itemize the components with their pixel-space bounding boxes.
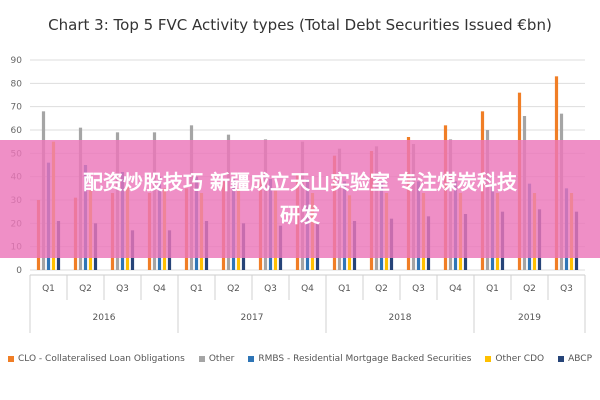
y-tick-label: 0 [16,266,22,276]
watermark-line-2: 研发 [280,203,320,227]
legend-swatch [558,356,565,362]
legend-label: RMBS - Residential Mortgage Backed Secur… [258,354,472,364]
x-tick-label: Q4 [301,284,314,294]
year-label: 2018 [389,313,412,323]
y-tick-label: 60 [11,126,23,136]
legend-item-5: ABCP [558,350,592,368]
y-tick-label: 90 [11,56,23,66]
legend-label: ABCP [568,354,592,364]
x-tick-label: Q4 [153,284,166,294]
x-tick-label: Q1 [42,284,55,294]
legend-item-1: CLO - Collateralised Loan Obligations [8,350,185,368]
year-label: 2016 [93,313,116,323]
x-tick-label: Q1 [190,284,203,294]
y-tick-label: 80 [11,79,23,89]
watermark-banner: 配资炒股技巧 新疆成立天山实验室 专注煤炭科技 研发 [0,140,600,258]
year-label: 2017 [241,313,264,323]
legend-label: CLO - Collateralised Loan Obligations [18,354,185,364]
legend-label: Other [208,354,235,364]
legend-swatch [485,356,492,362]
x-tick-label: Q2 [79,284,92,294]
year-label: 2019 [518,313,541,323]
legend-item-3: RMBS - Residential Mortgage Backed Secur… [248,350,471,368]
chart-legend: CLO - Collateralised Loan Obligations Oth… [0,350,600,368]
x-tick-label: Q3 [412,284,425,294]
legend-label: Other CDO [495,354,545,364]
x-tick-label: Q3 [116,284,129,294]
legend-item-4: Other CDO [485,350,544,368]
x-tick-label: Q2 [523,284,536,294]
legend-item-2: Other [198,350,235,368]
watermark-text: 配资炒股技巧 新疆成立天山实验室 专注煤炭科技 研发 [0,166,600,232]
watermark-line-1: 配资炒股技巧 新疆成立天山实验室 专注煤炭科技 [83,170,517,194]
y-tick-label: 70 [11,103,23,113]
legend-swatch [198,356,205,362]
legend-swatch [248,356,255,362]
chart-title: Chart 3: Top 5 FVC Activity types (Total… [48,16,552,34]
legend-swatch [8,356,14,362]
x-tick-label: Q2 [375,284,388,294]
x-tick-label: Q2 [227,284,240,294]
x-tick-label: Q1 [338,284,351,294]
x-tick-label: Q4 [449,284,462,294]
x-tick-label: Q3 [560,284,573,294]
x-tick-label: Q1 [486,284,499,294]
x-tick-label: Q3 [264,284,277,294]
